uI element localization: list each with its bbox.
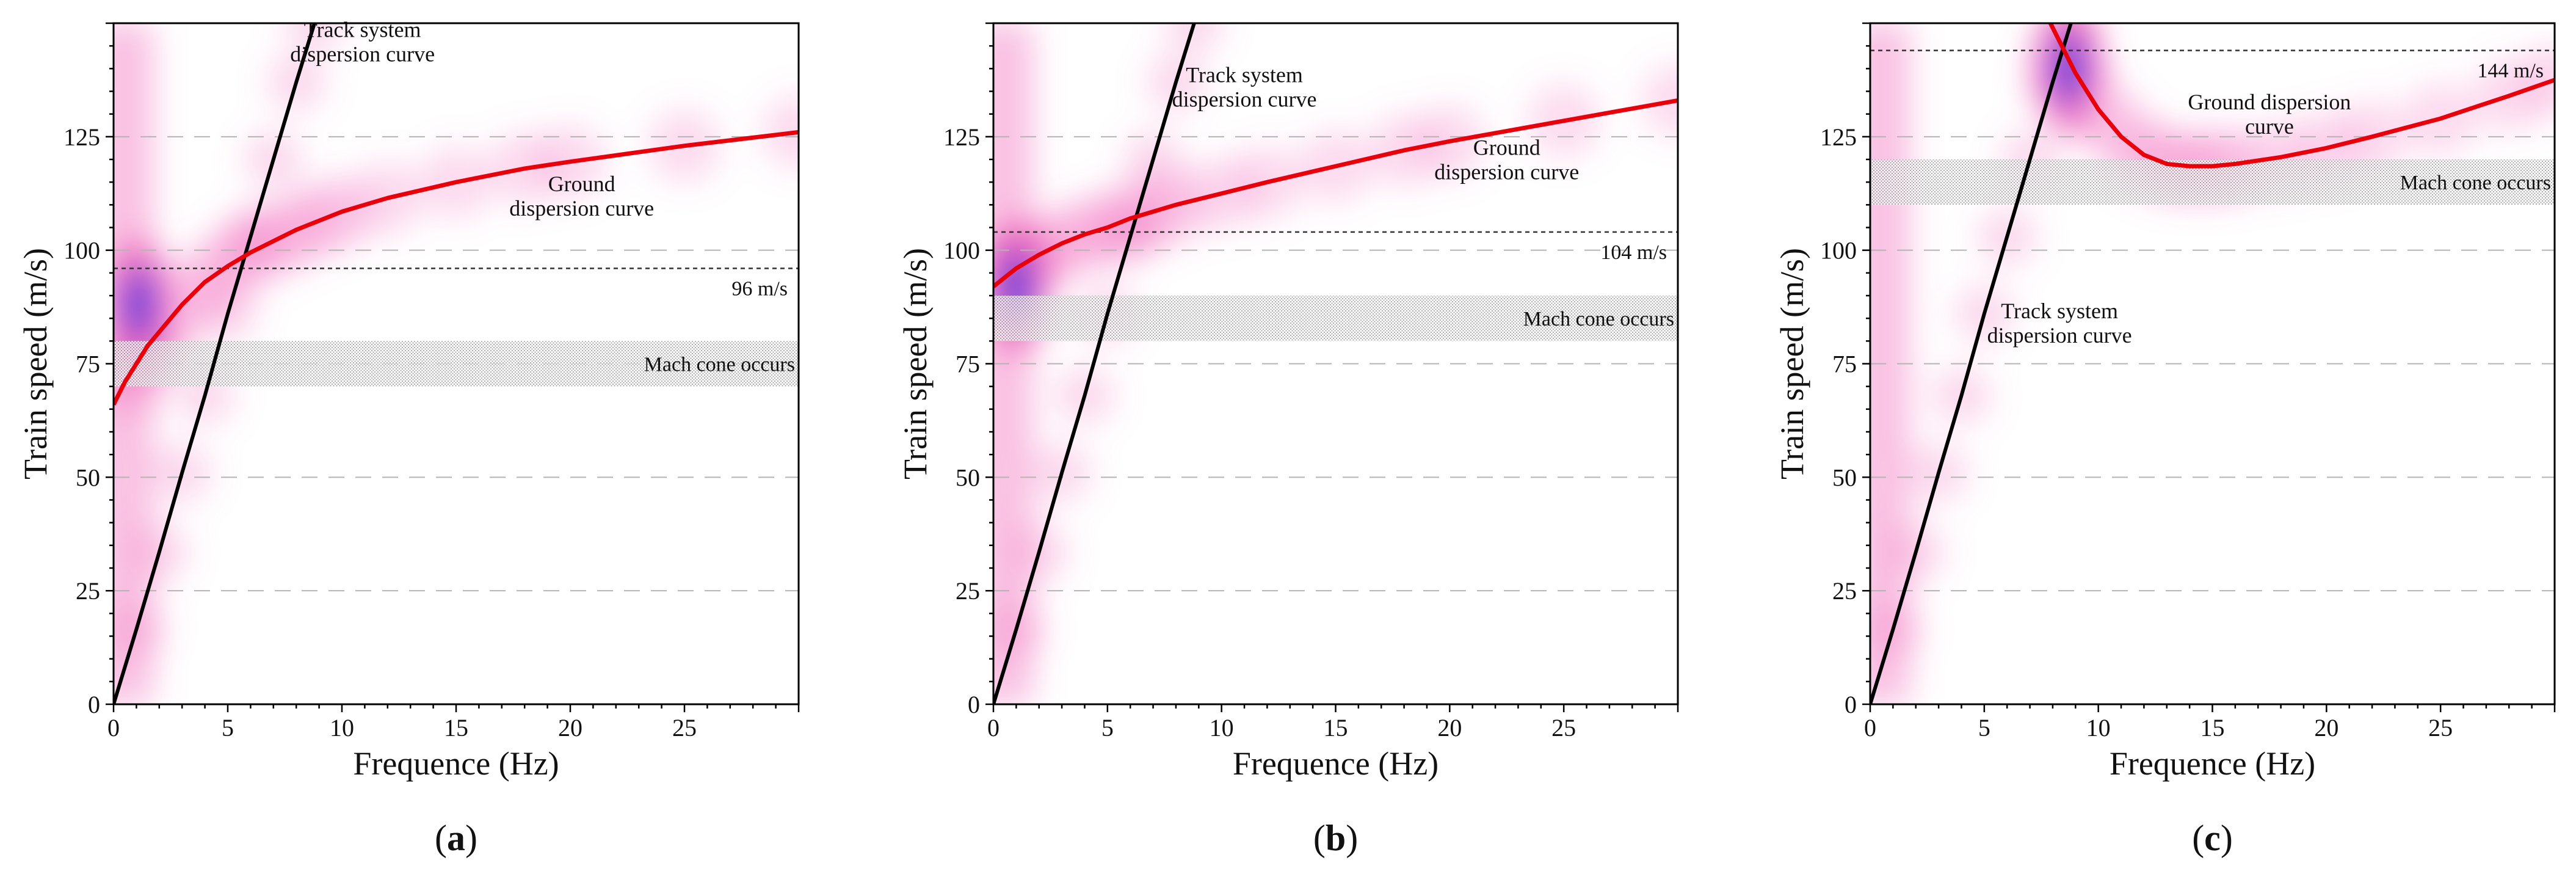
- y-tick-label: 100: [1820, 237, 1857, 264]
- x-tick-label: 15: [444, 714, 468, 742]
- y-tick-label: 125: [1820, 123, 1857, 151]
- curve-annotation: Ground dispersion curve: [509, 172, 654, 220]
- contour-blob: [1641, 64, 1678, 137]
- hotspot-core: [123, 266, 155, 343]
- hotspot-core: [2053, 31, 2085, 107]
- reference-line-label: 96 m/s: [731, 277, 788, 300]
- annotation-line: dispersion curve: [290, 42, 435, 66]
- y-axis-title: Train speed (m/s): [897, 248, 934, 479]
- annotation-line: Ground dispersion: [2188, 90, 2351, 114]
- x-tick-label: 5: [1101, 714, 1114, 742]
- y-tick-label: 25: [1832, 577, 1857, 605]
- y-tick-label: 0: [1845, 691, 1857, 718]
- x-tick-label: 10: [1210, 714, 1234, 742]
- x-tick-label: 0: [1864, 714, 1876, 742]
- y-tick-label: 75: [1832, 351, 1857, 378]
- contour-blob: [762, 95, 799, 169]
- curve-annotation: Ground dispersion curve: [1434, 136, 1579, 184]
- annotation-line: Track system: [304, 17, 421, 42]
- contour-blob: [285, 23, 344, 53]
- y-axis-title: Train speed (m/s): [17, 248, 54, 479]
- mach-cone-label: Mach cone occurs: [1523, 308, 1674, 330]
- x-tick-label: 25: [672, 714, 697, 742]
- x-tick-label: 10: [330, 714, 354, 742]
- x-tick-label: 20: [558, 714, 582, 742]
- track-dispersion-curve: [1870, 23, 2073, 704]
- curve-annotation: Track system dispersion curve: [1172, 63, 1317, 112]
- y-tick-label: 50: [956, 464, 980, 491]
- plot-area: [1870, 23, 2555, 704]
- contour-blob: [2518, 43, 2555, 117]
- track-dispersion-curve: [114, 23, 316, 704]
- y-tick-label: 100: [63, 237, 100, 264]
- x-tick-label: 25: [2428, 714, 2453, 742]
- reference-line-label: 104 m/s: [1600, 241, 1667, 264]
- y-tick-label: 125: [63, 123, 100, 151]
- y-tick-label: 100: [943, 237, 980, 264]
- x-tick-label: 25: [1551, 714, 1576, 742]
- x-tick-label: 10: [2086, 714, 2111, 742]
- panel-label: (a): [435, 818, 477, 858]
- curve-annotation: Ground dispersion curve: [2188, 90, 2351, 139]
- annotation-line: Track system: [1186, 63, 1303, 87]
- track-dispersion-curve: [993, 23, 1196, 704]
- reference-line-label: 144 m/s: [2477, 60, 2544, 82]
- annotation-line: Ground: [548, 172, 615, 196]
- annotation-line: dispersion curve: [1172, 87, 1317, 112]
- annotation-line: dispersion curve: [1434, 160, 1579, 184]
- contour-blob: [1164, 23, 1224, 53]
- mach-cone-label: Mach cone occurs: [644, 354, 795, 376]
- x-tick-label: 0: [107, 714, 120, 742]
- panel-2: 144 m/s Mach cone occurs Track system dispe…: [1774, 22, 2556, 858]
- y-tick-label: 75: [956, 351, 980, 378]
- plot-area: [114, 23, 799, 704]
- x-tick-label: 5: [1978, 714, 1990, 742]
- panel-label: (c): [2192, 818, 2233, 858]
- annotation-line: curve: [2245, 114, 2294, 139]
- annotation-line: Ground: [1473, 136, 1540, 160]
- y-tick-label: 75: [76, 351, 100, 378]
- ground-dispersion-curve: [114, 129, 799, 406]
- contour-field: [993, 23, 1678, 704]
- x-tick-label: 15: [1324, 714, 1348, 742]
- x-tick-label: 20: [2314, 714, 2338, 742]
- x-tick-label: 20: [1437, 714, 1462, 742]
- x-axis-title: Frequence (Hz): [1233, 745, 1439, 782]
- annotation-line: Track system: [2001, 299, 2118, 323]
- y-tick-label: 0: [968, 691, 980, 718]
- x-axis-title: Frequence (Hz): [353, 745, 559, 782]
- ground-dispersion-curve: [2048, 23, 2555, 169]
- annotation-line: dispersion curve: [509, 196, 654, 220]
- y-axis-title: Train speed (m/s): [1774, 248, 1810, 479]
- y-tick-label: 50: [76, 464, 100, 491]
- y-tick-label: 25: [956, 577, 980, 605]
- mach-cone-label: Mach cone occurs: [2400, 172, 2551, 194]
- y-tick-label: 25: [76, 577, 100, 605]
- x-tick-label: 15: [2200, 714, 2225, 742]
- y-tick-label: 0: [88, 691, 100, 718]
- x-tick-label: 0: [987, 714, 1000, 742]
- x-tick-label: 5: [222, 714, 234, 742]
- ground-dispersion-curve: [993, 98, 1678, 288]
- x-axis-title: Frequence (Hz): [2110, 745, 2315, 782]
- plot-area: [993, 23, 1678, 704]
- mach-cone-band: [114, 341, 799, 387]
- curve-annotation: Track system dispersion curve: [290, 17, 435, 66]
- panel-label: (b): [1313, 818, 1358, 858]
- y-tick-label: 50: [1832, 464, 1857, 491]
- y-tick-label: 125: [943, 123, 980, 151]
- curve-annotation: Track system dispersion curve: [1987, 299, 2132, 348]
- annotation-line: dispersion curve: [1987, 323, 2132, 348]
